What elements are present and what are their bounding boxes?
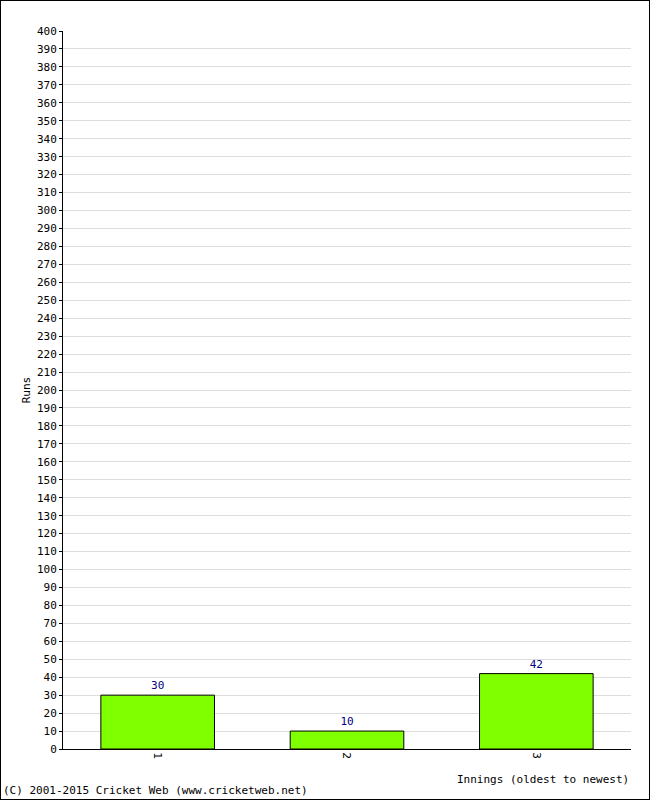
svg-text:1: 1	[151, 752, 164, 759]
svg-text:390: 390	[37, 43, 57, 56]
svg-text:240: 240	[37, 312, 57, 325]
svg-text:0: 0	[50, 743, 57, 756]
svg-text:10: 10	[44, 725, 57, 738]
svg-text:370: 370	[37, 79, 57, 92]
svg-text:160: 160	[37, 456, 57, 469]
svg-text:210: 210	[37, 366, 57, 379]
svg-text:340: 340	[37, 133, 57, 146]
svg-text:80: 80	[44, 599, 57, 612]
svg-text:170: 170	[37, 438, 57, 451]
svg-text:Innings (oldest to newest): Innings (oldest to newest)	[457, 773, 629, 786]
svg-text:2: 2	[340, 752, 353, 759]
svg-text:130: 130	[37, 510, 57, 523]
svg-text:400: 400	[37, 25, 57, 38]
svg-text:270: 270	[37, 258, 57, 271]
svg-text:50: 50	[44, 653, 57, 666]
svg-text:320: 320	[37, 168, 57, 181]
svg-text:260: 260	[37, 276, 57, 289]
svg-text:180: 180	[37, 420, 57, 433]
svg-text:20: 20	[44, 707, 57, 720]
svg-text:350: 350	[37, 115, 57, 128]
svg-text:120: 120	[37, 527, 57, 540]
svg-text:40: 40	[44, 671, 57, 684]
svg-text:220: 220	[37, 348, 57, 361]
svg-text:30: 30	[151, 679, 164, 692]
svg-text:(C) 2001-2015 Cricket Web (www: (C) 2001-2015 Cricket Web (www.cricketwe…	[3, 784, 308, 797]
svg-text:60: 60	[44, 635, 57, 648]
svg-text:100: 100	[37, 563, 57, 576]
svg-text:190: 190	[37, 402, 57, 415]
svg-text:150: 150	[37, 474, 57, 487]
svg-text:200: 200	[37, 384, 57, 397]
svg-text:90: 90	[44, 581, 57, 594]
svg-text:140: 140	[37, 492, 57, 505]
svg-text:360: 360	[37, 97, 57, 110]
svg-text:3: 3	[530, 752, 543, 759]
svg-text:230: 230	[37, 330, 57, 343]
svg-text:250: 250	[37, 294, 57, 307]
svg-text:10: 10	[340, 715, 353, 728]
svg-text:110: 110	[37, 545, 57, 558]
svg-text:380: 380	[37, 61, 57, 74]
svg-text:300: 300	[37, 204, 57, 217]
svg-text:280: 280	[37, 240, 57, 253]
svg-text:330: 330	[37, 151, 57, 164]
svg-text:290: 290	[37, 222, 57, 235]
svg-text:70: 70	[44, 617, 57, 630]
svg-text:Runs: Runs	[20, 377, 33, 404]
svg-text:30: 30	[44, 689, 57, 702]
svg-text:42: 42	[530, 658, 543, 671]
svg-text:310: 310	[37, 186, 57, 199]
